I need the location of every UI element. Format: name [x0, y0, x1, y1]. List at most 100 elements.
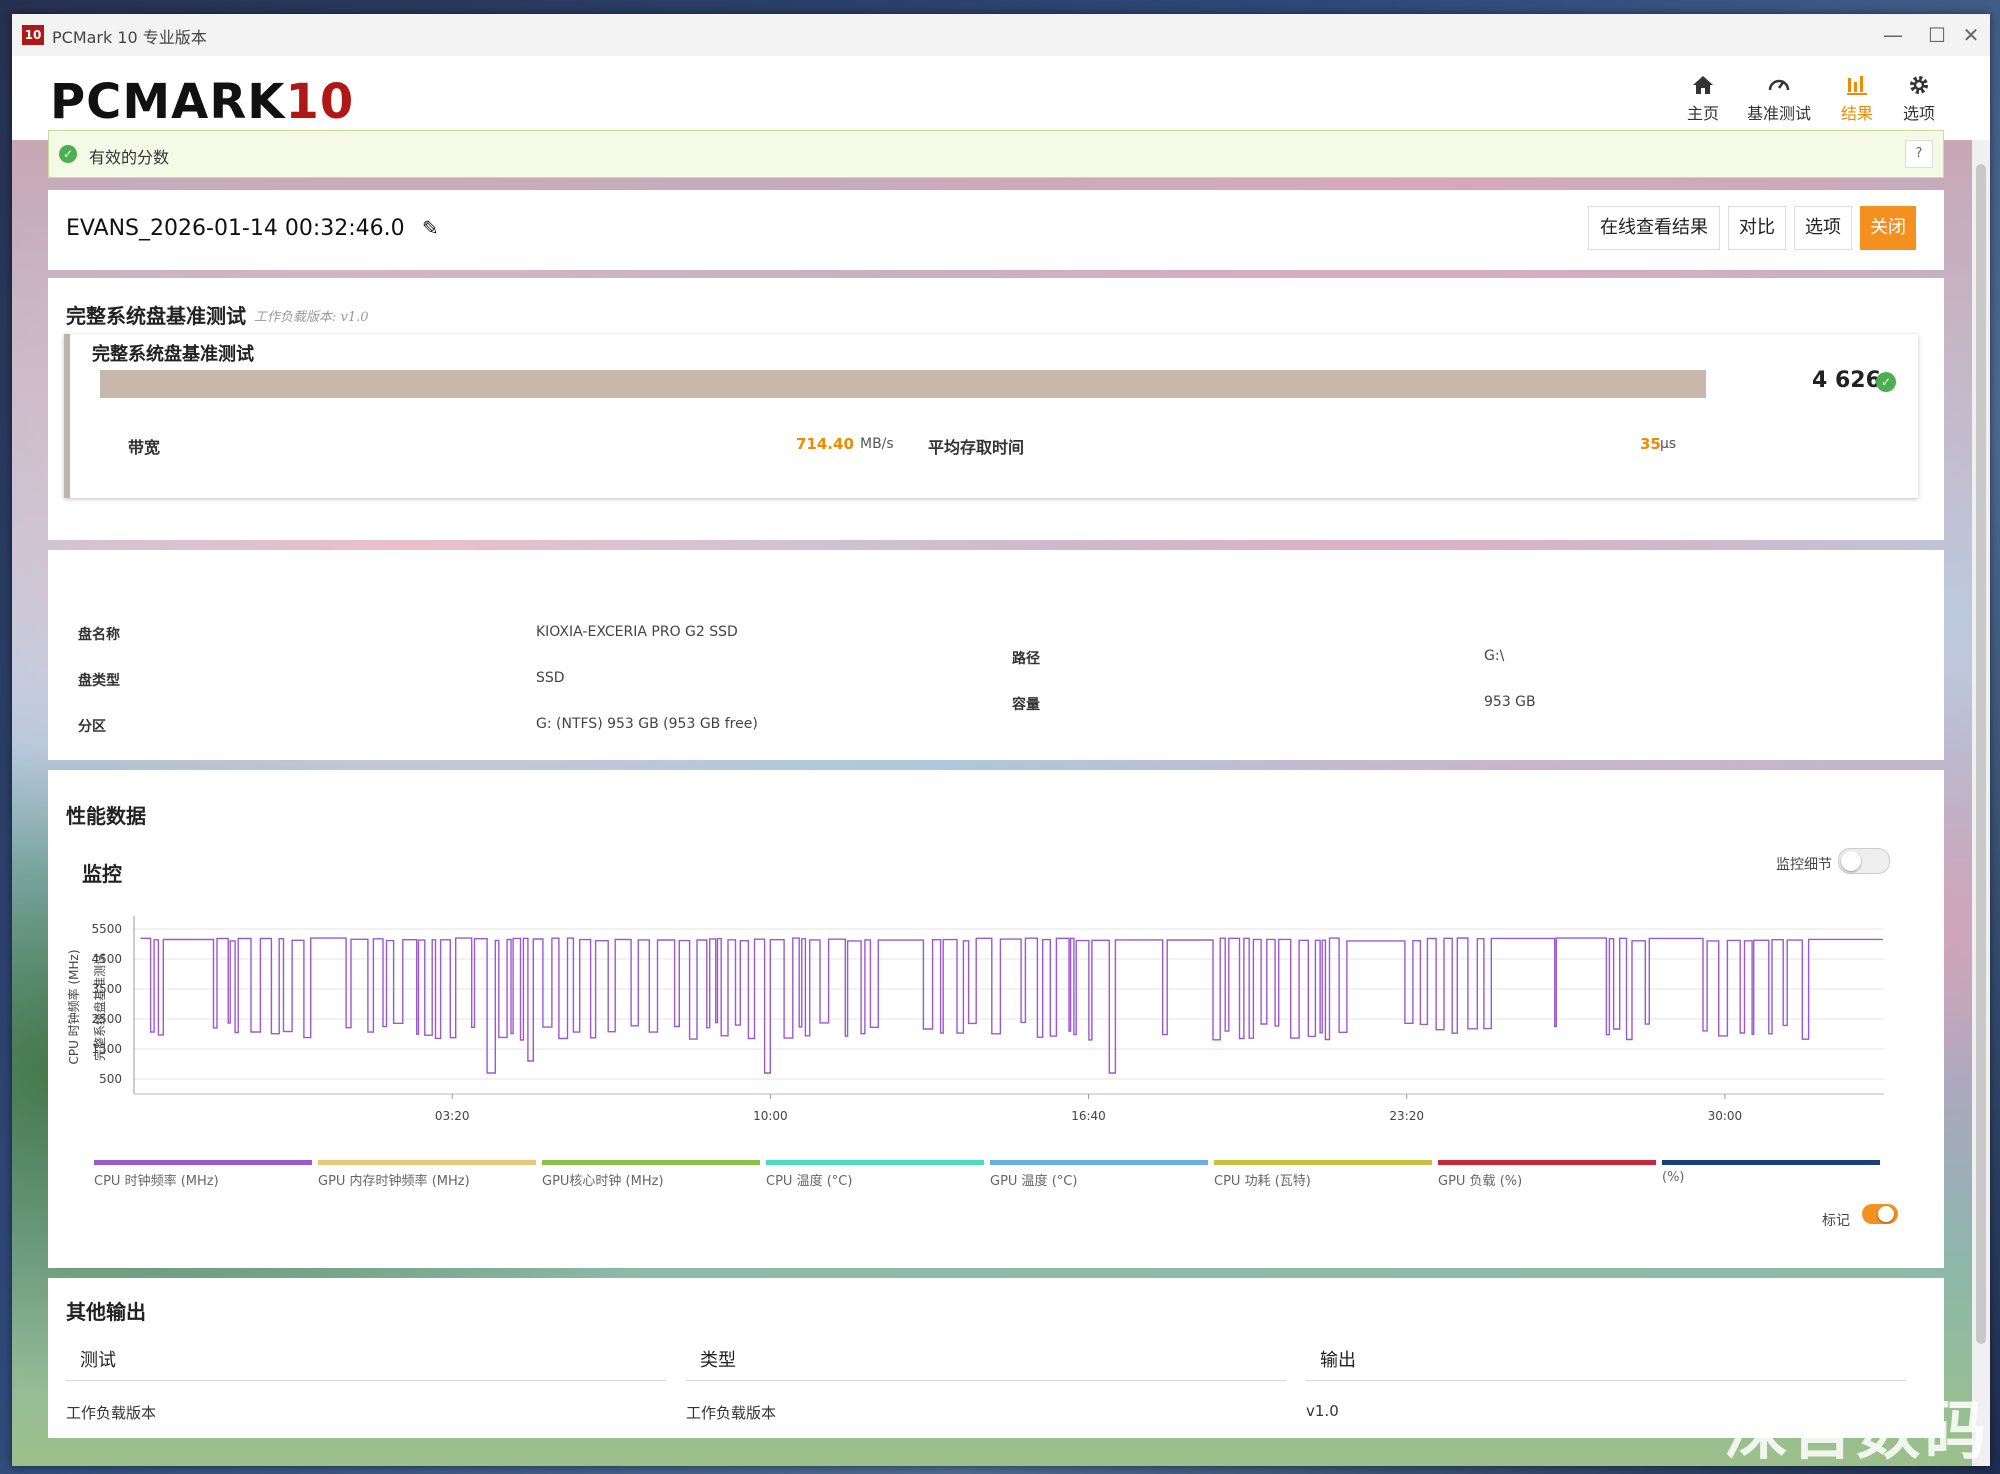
legend-swatch: [542, 1160, 760, 1165]
compare-button[interactable]: 对比: [1728, 206, 1786, 250]
disk-type-value: SSD: [536, 670, 565, 686]
access-time-label: 平均存取时间: [928, 438, 1025, 457]
column-header-test: 测试: [80, 1350, 116, 1371]
legend-label: CPU 温度 (°C): [766, 1174, 853, 1189]
x-tick-label: 10:00: [753, 1109, 788, 1123]
table-cell: 工作负载版本: [686, 1404, 777, 1422]
legend-swatch: [766, 1160, 984, 1165]
score-value: 4 626: [1812, 368, 1881, 393]
check-icon: ✓: [59, 145, 77, 163]
performance-panel: 性能数据 监控 监控细节 500 1500 2500 3500 4500 5500 03:2…: [48, 770, 1944, 1268]
legend-swatch: [1662, 1160, 1880, 1165]
legend-label: CPU 功耗 (瓦特): [1214, 1174, 1311, 1189]
y-axis-label: CPU 时钟频率 (MHz): [66, 949, 81, 1064]
app-header: PCMARK10 主页 基准测试 结果 选项: [12, 56, 1990, 140]
close-window-button[interactable]: ✕: [1962, 23, 1980, 47]
legend-swatch: [990, 1160, 1208, 1165]
bar-chart-icon: [1822, 72, 1892, 98]
y-tick-label: 5500: [91, 922, 122, 936]
legend-swatch: [318, 1160, 536, 1165]
bandwidth-unit: MB/s: [860, 436, 894, 452]
other-output-panel: 其他输出 测试 类型 输出 工作负载版本 工作负载版本 v1.0: [48, 1278, 1944, 1438]
options-button[interactable]: 选项: [1794, 206, 1852, 250]
x-tick-label: 03:20: [435, 1109, 470, 1123]
cpu-clock-series: [140, 937, 1883, 1074]
legend-label: GPU 内存时钟频率 (MHz): [318, 1174, 470, 1189]
y-tick-label: 2500: [91, 1012, 122, 1026]
nav-results[interactable]: 结果: [1822, 72, 1892, 124]
legend-item[interactable]: GPU 负载 (%): [1438, 1160, 1656, 1189]
maximize-button[interactable]: ☐: [1928, 23, 1946, 47]
path-label: 路径: [1012, 651, 1040, 667]
divider: [1306, 1380, 1906, 1381]
title-bar: 10 PCMark 10 专业版本 — ☐ ✕: [12, 14, 1990, 56]
divider: [686, 1380, 1286, 1381]
score-check-icon: ✓: [1876, 372, 1896, 392]
help-button[interactable]: ?: [1905, 140, 1933, 168]
chart-legend: CPU 时钟频率 (MHz) GPU 内存时钟频率 (MHz) GPU核心时钟 (M…: [94, 1160, 1894, 1200]
result-header-panel: EVANS_2026-01-14 00:32:46.0 ✎ 在线查看结果 对比 …: [48, 190, 1944, 270]
benchmark-marker-label: 完整系统盘基准测试: [92, 953, 107, 1061]
other-output-title: 其他输出: [66, 1300, 146, 1324]
monitor-detail-label: 监控细节: [1776, 857, 1832, 873]
gauge-icon: [1744, 72, 1814, 98]
scrollbar-thumb[interactable]: [1976, 164, 1986, 1344]
minimize-button[interactable]: —: [1883, 23, 1903, 47]
column-header-type: 类型: [700, 1350, 736, 1371]
legend-swatch: [94, 1160, 312, 1165]
bandwidth-label: 带宽: [128, 438, 161, 457]
valid-score-text: 有效的分数: [89, 148, 170, 167]
valid-score-banner: ✓ 有效的分数 ?: [48, 130, 1944, 178]
legend-label: GPU 温度 (°C): [990, 1174, 1078, 1189]
y-tick-label: 500: [99, 1072, 122, 1086]
capacity-value: 953 GB: [1484, 694, 1536, 710]
close-result-button[interactable]: 关闭: [1860, 206, 1916, 250]
x-tick-label: 23:20: [1389, 1109, 1424, 1123]
divider: [66, 1380, 666, 1381]
nav-home[interactable]: 主页: [1668, 72, 1738, 124]
monitor-title: 监控: [82, 862, 122, 886]
legend-item[interactable]: CPU 功耗 (瓦特): [1214, 1160, 1432, 1189]
view-online-button[interactable]: 在线查看结果: [1588, 206, 1720, 250]
disk-name-value: KIOXIA-EXCERIA PRO G2 SSD: [536, 624, 738, 640]
legend-item[interactable]: GPU核心时钟 (MHz): [542, 1160, 760, 1189]
nav-options[interactable]: 选项: [1884, 72, 1954, 124]
column-header-output: 输出: [1320, 1350, 1356, 1371]
edit-pencil-icon[interactable]: ✎: [422, 216, 439, 240]
table-cell: 工作负载版本: [66, 1404, 157, 1422]
legend-item[interactable]: CPU 温度 (°C): [766, 1160, 984, 1189]
disk-info-panel: 盘名称 KIOXIA-EXCERIA PRO G2 SSD 盘类型 SSD 分区…: [48, 550, 1944, 760]
nav-benchmarks[interactable]: 基准测试: [1744, 72, 1814, 124]
bandwidth-value: 714.40: [796, 435, 854, 453]
x-tick-label: 30:00: [1708, 1109, 1743, 1123]
score-bar: [100, 370, 1706, 398]
pcmark-logo: PCMARK10: [50, 74, 355, 130]
legend-swatch: [1214, 1160, 1432, 1165]
workload-version-label: 工作负载版本: v1.0: [254, 310, 369, 325]
app-window: 10 PCMark 10 专业版本 — ☐ ✕ PCMARK10 主页 基准测试…: [12, 14, 1990, 1466]
marker-toggle[interactable]: [1862, 1204, 1898, 1224]
legend-item[interactable]: GPU 内存时钟频率 (MHz): [318, 1160, 536, 1189]
y-tick-label: 3500: [91, 982, 122, 996]
watermark-text: 深言数码: [1724, 1395, 1988, 1466]
legend-item[interactable]: GPU 温度 (°C): [990, 1160, 1208, 1189]
legend-item[interactable]: CPU 时钟频率 (MHz): [94, 1160, 312, 1189]
monitoring-chart: 500 1500 2500 3500 4500 5500 03:20 10:00 16:40 23…: [66, 916, 1884, 1123]
y-tick-label: 4500: [91, 952, 122, 966]
legend-label: GPU 负载 (%): [1438, 1174, 1523, 1189]
x-tick-label: 16:40: [1071, 1109, 1106, 1123]
score-card: 完整系统盘基准测试 4 626 ✓ 带宽 714.40 MB/s 平均存取时间 …: [64, 334, 1918, 498]
path-value: G:\: [1484, 648, 1505, 664]
monitor-detail-toggle[interactable]: [1838, 848, 1890, 874]
disk-type-label: 盘类型: [78, 673, 120, 689]
legend-label: (%): [1662, 1170, 1685, 1185]
result-name: EVANS_2026-01-14 00:32:46.0: [66, 216, 405, 241]
window-title: PCMark 10 专业版本: [52, 28, 207, 47]
performance-title: 性能数据: [66, 804, 146, 828]
access-time-unit: μs: [1660, 436, 1677, 452]
legend-item[interactable]: (%): [1662, 1160, 1880, 1185]
disk-name-label: 盘名称: [78, 627, 120, 643]
benchmark-title: 完整系统盘基准测试: [66, 304, 246, 328]
gear-icon: [1884, 72, 1954, 98]
table-cell: v1.0: [1306, 1402, 1339, 1420]
